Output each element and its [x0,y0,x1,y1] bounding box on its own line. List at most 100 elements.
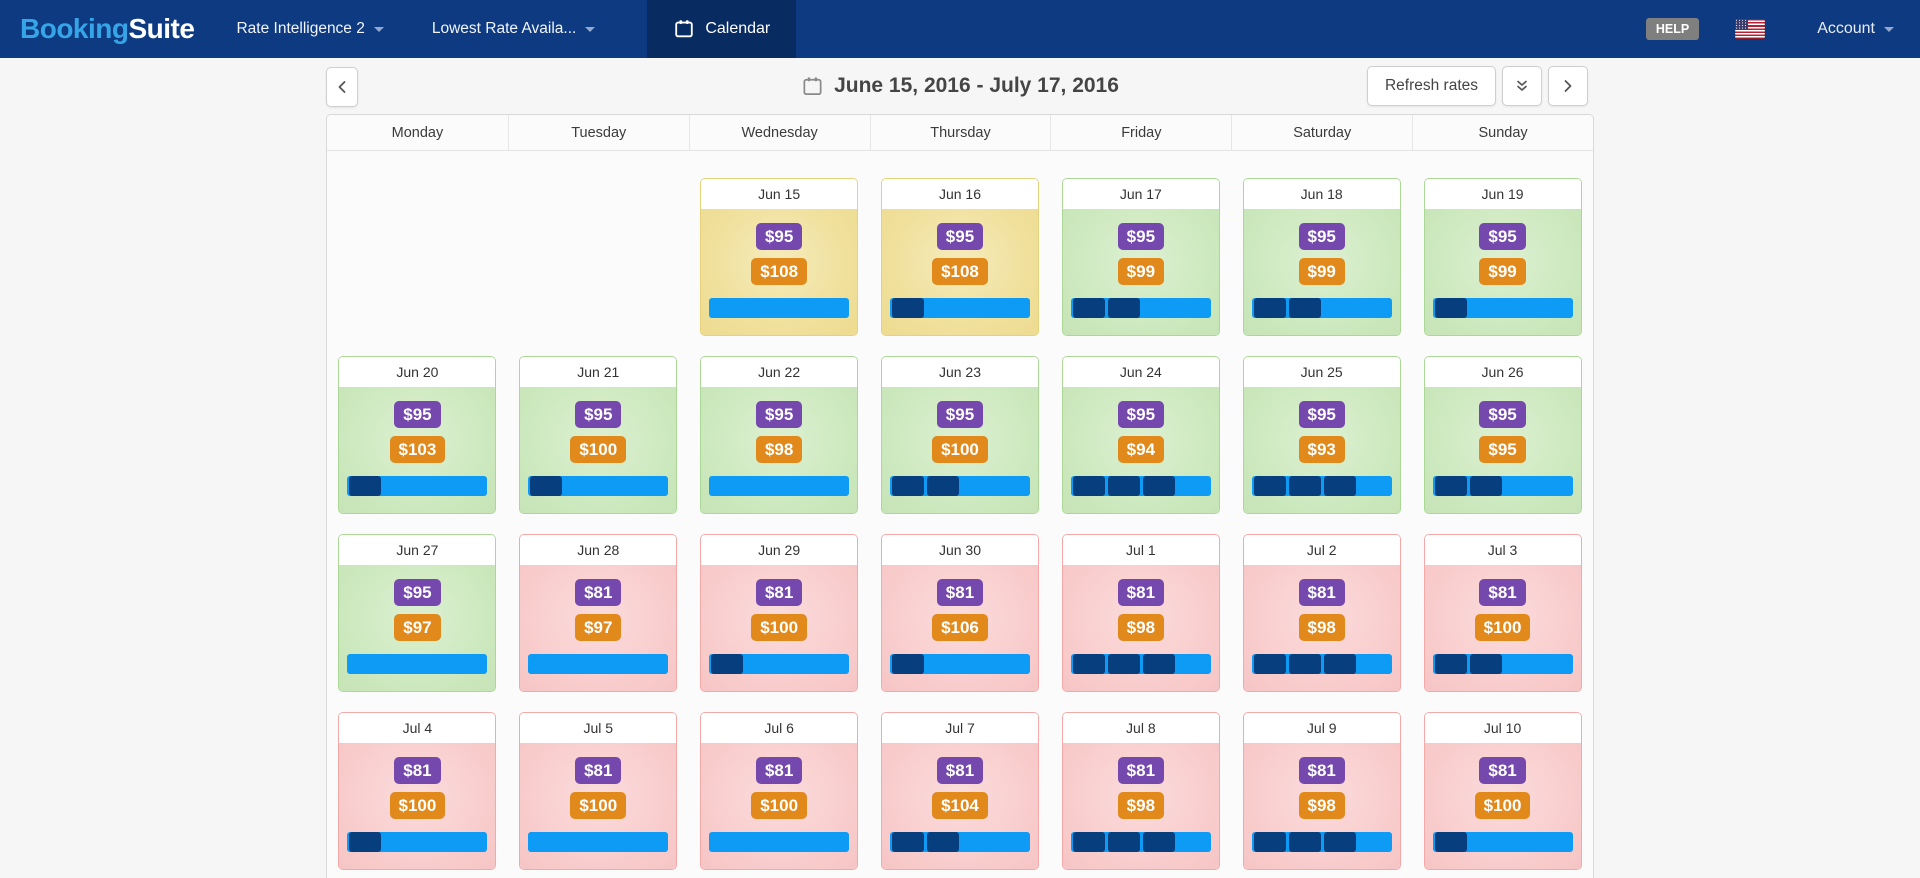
calendar-panel: Monday Tuesday Wednesday Thursday Friday Satu… [326,114,1594,878]
chevron-down-icon [1884,26,1894,32]
day-cell-jul-1[interactable]: Jul 1 $81 $98 [1061,534,1220,692]
day-cell-jun-16[interactable]: Jun 16 $95 $108 [880,178,1039,336]
day-cell-body: $95 $99 [1062,209,1219,335]
tab-calendar[interactable]: Calendar [647,0,797,58]
occupancy-segment [1253,298,1286,318]
help-button[interactable]: HELP [1645,18,1700,40]
day-cell-body: $81 $100 [1424,743,1581,869]
chevron-left-icon [338,81,346,93]
your-rate-badge: $81 [1298,757,1345,784]
day-cell-jul-5[interactable]: Jul 5 $81 $100 [519,712,678,870]
flag-canton [1735,19,1749,30]
day-cell-jun-24[interactable]: Jun 24 $95 $94 [1061,356,1220,514]
occupancy-segment [1107,476,1140,496]
day-cell-body: $95 $94 [1062,387,1219,513]
day-date-label: Jun 23 [881,357,1038,387]
day-cell-body: $81 $100 [1424,565,1581,691]
market-rate-badge: $98 [1298,614,1345,641]
market-rate-badge: $100 [751,792,808,819]
toolbar-buttons: Refresh rates [1366,66,1588,106]
previous-period-button[interactable] [326,67,358,107]
your-rate-badge: $81 [1479,579,1526,606]
occupancy-segment [1434,654,1467,674]
day-cell-jul-3[interactable]: Jul 3 $81 $100 [1423,534,1582,692]
your-rate-badge: $81 [1479,757,1526,784]
occupancy-bar [1070,832,1211,852]
day-slot: Jul 4 $81 $100 [327,712,508,870]
day-cell-jul-9[interactable]: Jul 9 $81 $98 [1242,712,1401,870]
account-menu[interactable]: Account [1817,0,1894,58]
day-cell-body: $81 $100 [701,743,858,869]
day-cell-body: $95 $103 [339,387,496,513]
occupancy-bar [1432,298,1573,318]
market-rate-badge: $100 [570,436,627,463]
your-rate-badge: $95 [936,401,984,428]
week-row: Jun 15 $95 $108 Jun 16 $95 $108 Jun 17 $95 $99 Ju… [327,178,1593,336]
refresh-rates-button[interactable]: Refresh rates [1366,66,1496,106]
day-cell-jun-19[interactable]: Jun 19 $95 $99 [1423,178,1582,336]
day-cell-body: $95 $95 [1424,387,1581,513]
occupancy-segment [1072,476,1105,496]
occupancy-bar [347,832,488,852]
day-cell-jun-30[interactable]: Jun 30 $81 $106 [880,534,1039,692]
occupancy-bar [889,654,1030,674]
day-cell-jun-29[interactable]: Jun 29 $81 $100 [700,534,859,692]
occupancy-segment [1142,654,1175,674]
day-slot: Jun 24 $95 $94 [1050,356,1231,514]
day-cell-jun-21[interactable]: Jun 21 $95 $100 [519,356,678,514]
day-cell-jul-2[interactable]: Jul 2 $81 $98 [1242,534,1401,692]
day-cell-body: $81 $104 [881,743,1038,869]
occupancy-segment [891,298,924,318]
day-cell-jul-8[interactable]: Jul 8 $81 $98 [1061,712,1220,870]
day-slot: Jun 16 $95 $108 [870,178,1051,336]
us-flag-icon[interactable] [1735,19,1766,39]
day-slot: Jul 10 $81 $100 [1412,712,1593,870]
occupancy-bar [1251,476,1392,496]
day-cell-jun-25[interactable]: Jun 25 $95 $93 [1242,356,1401,514]
day-cell-jun-26[interactable]: Jun 26 $95 $95 [1423,356,1582,514]
week-row: Jul 4 $81 $100 Jul 5 $81 $100 Jul 6 $81 $100 Jul … [327,712,1593,870]
day-cell-jul-7[interactable]: Jul 7 $81 $104 [880,712,1039,870]
menu-rate-intelligence[interactable]: Rate Intelligence 2 [236,0,384,58]
menu-lowest-rate[interactable]: Lowest Rate Availa... [432,0,596,58]
date-range-text: June 15, 2016 - July 17, 2016 [834,74,1119,97]
occupancy-bar [889,298,1030,318]
occupancy-segment [1288,298,1321,318]
occupancy-segment [1253,476,1286,496]
occupancy-bar [709,476,850,496]
day-date-label: Jun 18 [1243,179,1400,209]
your-rate-badge: $81 [755,579,803,606]
your-rate-badge: $95 [1117,223,1165,250]
day-cell-jul-4[interactable]: Jul 4 $81 $100 [338,712,497,870]
market-rate-badge: $100 [389,792,446,819]
occupancy-segment [1323,654,1356,674]
day-cell-jun-23[interactable]: Jun 23 $95 $100 [880,356,1039,514]
day-cell-jul-6[interactable]: Jul 6 $81 $100 [700,712,859,870]
day-cell-jun-27[interactable]: Jun 27 $95 $97 [338,534,497,692]
day-slot: Jun 15 $95 $108 [689,178,870,336]
day-cell-jun-15[interactable]: Jun 15 $95 $108 [700,178,859,336]
day-cell-jul-10[interactable]: Jul 10 $81 $100 [1423,712,1582,870]
occupancy-segment [1434,298,1467,318]
day-date-label: Jul 9 [1243,713,1400,743]
occupancy-segment [1323,832,1356,852]
occupancy-segment [530,476,563,496]
bookingsuite-logo[interactable]: Booking Suite [20,0,195,58]
your-rate-badge: $95 [394,579,441,606]
next-period-button[interactable] [1548,66,1588,106]
expand-all-button[interactable] [1502,66,1542,106]
day-slot: Jun 20 $95 $103 [327,356,508,514]
day-cell-jun-20[interactable]: Jun 20 $95 $103 [338,356,497,514]
day-cell-jun-28[interactable]: Jun 28 $81 $97 [519,534,678,692]
day-cell-jun-22[interactable]: Jun 22 $95 $98 [700,356,859,514]
occupancy-segment [926,476,959,496]
day-slot: Jun 28 $81 $97 [508,534,689,692]
occupancy-segment [1288,654,1321,674]
day-date-label: Jun 27 [339,535,496,565]
empty-day-slot [508,178,689,336]
account-label: Account [1817,20,1875,37]
day-cell-jun-17[interactable]: Jun 17 $95 $99 [1061,178,1220,336]
day-cell-jun-18[interactable]: Jun 18 $95 $99 [1242,178,1401,336]
day-date-label: Jun 20 [339,357,496,387]
your-rate-badge: $81 [936,579,984,606]
